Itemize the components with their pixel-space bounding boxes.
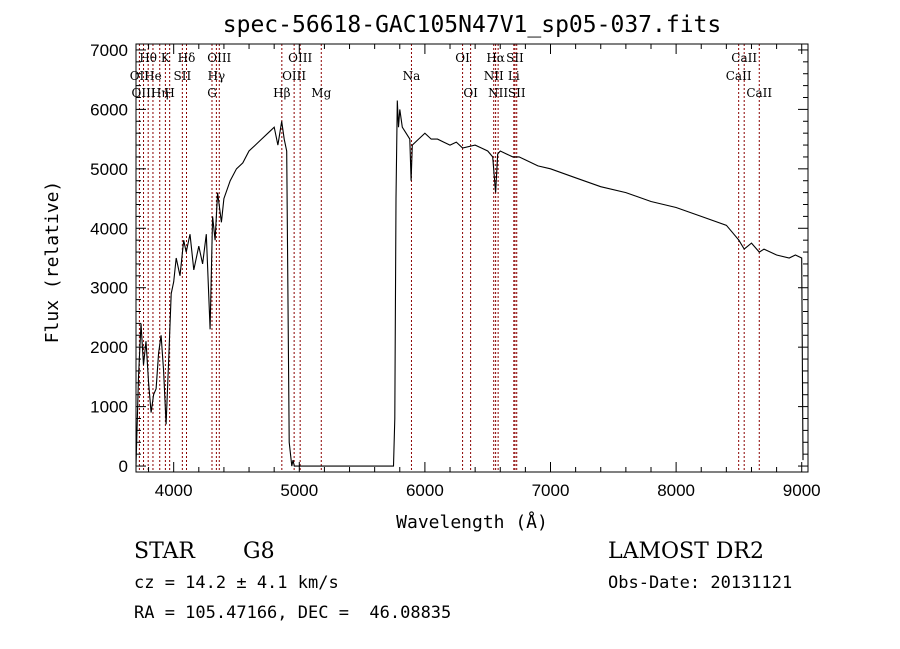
spectral-line-label: CaII [731, 51, 757, 65]
spectral-line-label: Hβ [273, 86, 290, 100]
spectral-line-label: OIII [282, 69, 306, 83]
spectral-line-label: OII [130, 69, 150, 83]
spectral-line-label: Hδ [178, 51, 196, 65]
spectral-line-label: NII [488, 86, 508, 100]
x-tick-label: 7000 [532, 481, 570, 500]
spectral-line-label: He [144, 69, 162, 83]
y-tick-label: 4000 [90, 219, 128, 238]
class-label: STAR [134, 539, 195, 564]
y-tick-label: 5000 [90, 160, 128, 179]
spectral-line-label: NII [484, 69, 504, 83]
spectral-line-label: SII [508, 86, 526, 100]
coordinates-text: RA = 105.47166, DEC = 46.08835 [134, 603, 452, 623]
x-tick-label: 6000 [406, 481, 444, 500]
spectral-line-label: G [207, 86, 217, 100]
spectral-line-label: SII [506, 51, 524, 65]
spectral-line-labels: Hθ OII OIII He Hη K H SII Hδ G Hγ OIII Hβ OIII OIII Mg N… [130, 51, 773, 100]
y-tick-label: 6000 [90, 100, 128, 119]
spectral-line-label: OIII [132, 86, 156, 100]
spectral-line-label: CaII [746, 86, 772, 100]
spectral-line-label: Na [403, 69, 421, 83]
spectral-line-label: H [164, 86, 174, 100]
spectral-line-label: OIII [207, 51, 231, 65]
y-axis: 0 1000 2000 3000 4000 5000 6000 7000 [90, 41, 808, 476]
spectral-line-label: OIII [288, 51, 312, 65]
spectral-line-label: CaII [726, 69, 752, 83]
y-tick-label: 7000 [90, 41, 128, 60]
spectral-line-label: Hγ [208, 69, 226, 83]
x-axis-label: Wavelength (Å) [396, 511, 548, 533]
spectral-line-label: Hη [151, 86, 169, 100]
y-tick-label: 2000 [90, 338, 128, 357]
spectral-line-label: Mg [311, 86, 331, 100]
subclass-label: G8 [243, 539, 275, 564]
x-tick-label: 4000 [155, 481, 193, 500]
spectral-line-label: K [161, 51, 171, 65]
spectrum-series-line [135, 100, 804, 467]
obs-date-text: Obs-Date: 20131121 [608, 573, 793, 593]
y-tick-label: 0 [119, 457, 128, 476]
y-axis-label: Flux (relative) [42, 181, 63, 344]
spectral-line-label: OI [455, 51, 470, 65]
y-tick-label: 1000 [90, 398, 128, 417]
spectral-line-markers [138, 44, 760, 472]
spectral-line-label: Hα [486, 51, 505, 65]
spectrum-chart: spec-56618-GAC105N47V1_sp05-037.fits Hθ O… [42, 12, 821, 533]
spectral-line-label: OI [463, 86, 478, 100]
y-tick-label: 3000 [90, 279, 128, 298]
x-tick-label: 9000 [783, 481, 821, 500]
redshift-text: cz = 14.2 ± 4.1 km/s [134, 573, 339, 593]
x-axis: 4000 5000 6000 7000 8000 9000 [148, 44, 821, 500]
spectral-line-label: SII [173, 69, 191, 83]
survey-label: LAMOST DR2 [608, 539, 764, 564]
plot-frame [135, 43, 809, 473]
x-tick-label: 5000 [280, 481, 318, 500]
chart-title: spec-56618-GAC105N47V1_sp05-037.fits [223, 12, 722, 38]
spectral-line-label: Hθ [139, 51, 157, 65]
spectral-line-label: Li [508, 69, 520, 83]
x-tick-label: 8000 [657, 481, 695, 500]
